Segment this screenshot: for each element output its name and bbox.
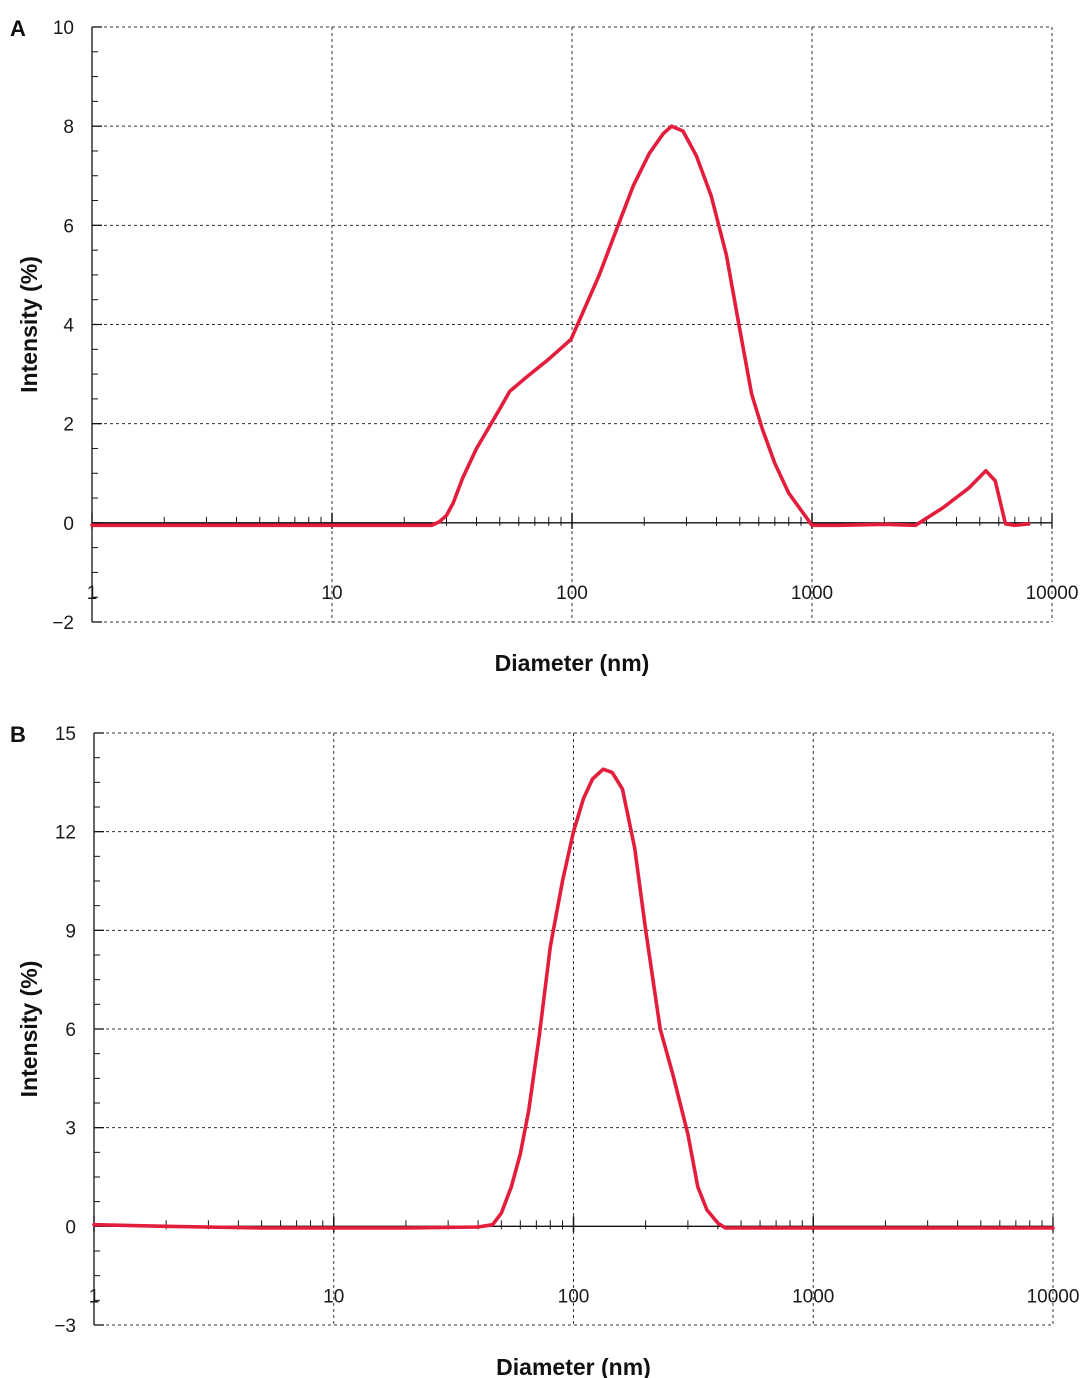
y-tick-label: 12 [55,823,76,844]
x-axis-title: Diameter (nm) [496,1354,651,1378]
y-tick-label: 2 [63,415,74,436]
x-tick-label: 10000 [1027,1286,1080,1307]
x-tick-label: 10 [323,1286,344,1307]
chart-panel-a: −2 0 2 4 6 8 10 1 10 100 1000 10000 Diameter (nm) Int… [10,16,1078,676]
y-tick-label: 6 [63,216,74,237]
x-tick-label: 100 [556,583,588,604]
y-tick-label: 4 [63,316,74,337]
intensity-series-line [90,124,1031,528]
y-axis-title: Intensity (%) [16,961,42,1098]
y-tick-label: 0 [65,1217,76,1238]
x-tick-label: 1 [87,583,98,604]
y-tick-label: 3 [65,1119,76,1140]
x-tick-label: 1000 [791,583,833,604]
x-tick-label: 10 [321,583,342,604]
x-tick-label: 100 [558,1286,590,1307]
y-tick-label: 9 [65,921,76,942]
y-tick-label: 8 [63,117,74,138]
y-axis-title: Intensity (%) [16,256,42,393]
y-tick-label: 10 [53,18,74,39]
chart-panel-b: −3 0 3 6 9 12 15 1 10 100 1000 10000 Diameter (nm) In… [10,722,1079,1378]
x-axis-title: Diameter (nm) [495,650,650,676]
x-tick-label: 10000 [1026,583,1079,604]
panel-label: B [10,722,26,747]
y-tick-label: 6 [65,1020,76,1041]
x-tick-label: 1000 [792,1286,834,1307]
x-tick-label: 1 [89,1286,100,1307]
y-tick-label: −2 [52,613,74,634]
y-tick-label: 0 [63,514,74,535]
intensity-series-line [92,767,1055,1230]
panel-label: A [10,16,26,41]
y-tick-label: −3 [54,1316,76,1337]
y-tick-label: 15 [55,724,76,745]
